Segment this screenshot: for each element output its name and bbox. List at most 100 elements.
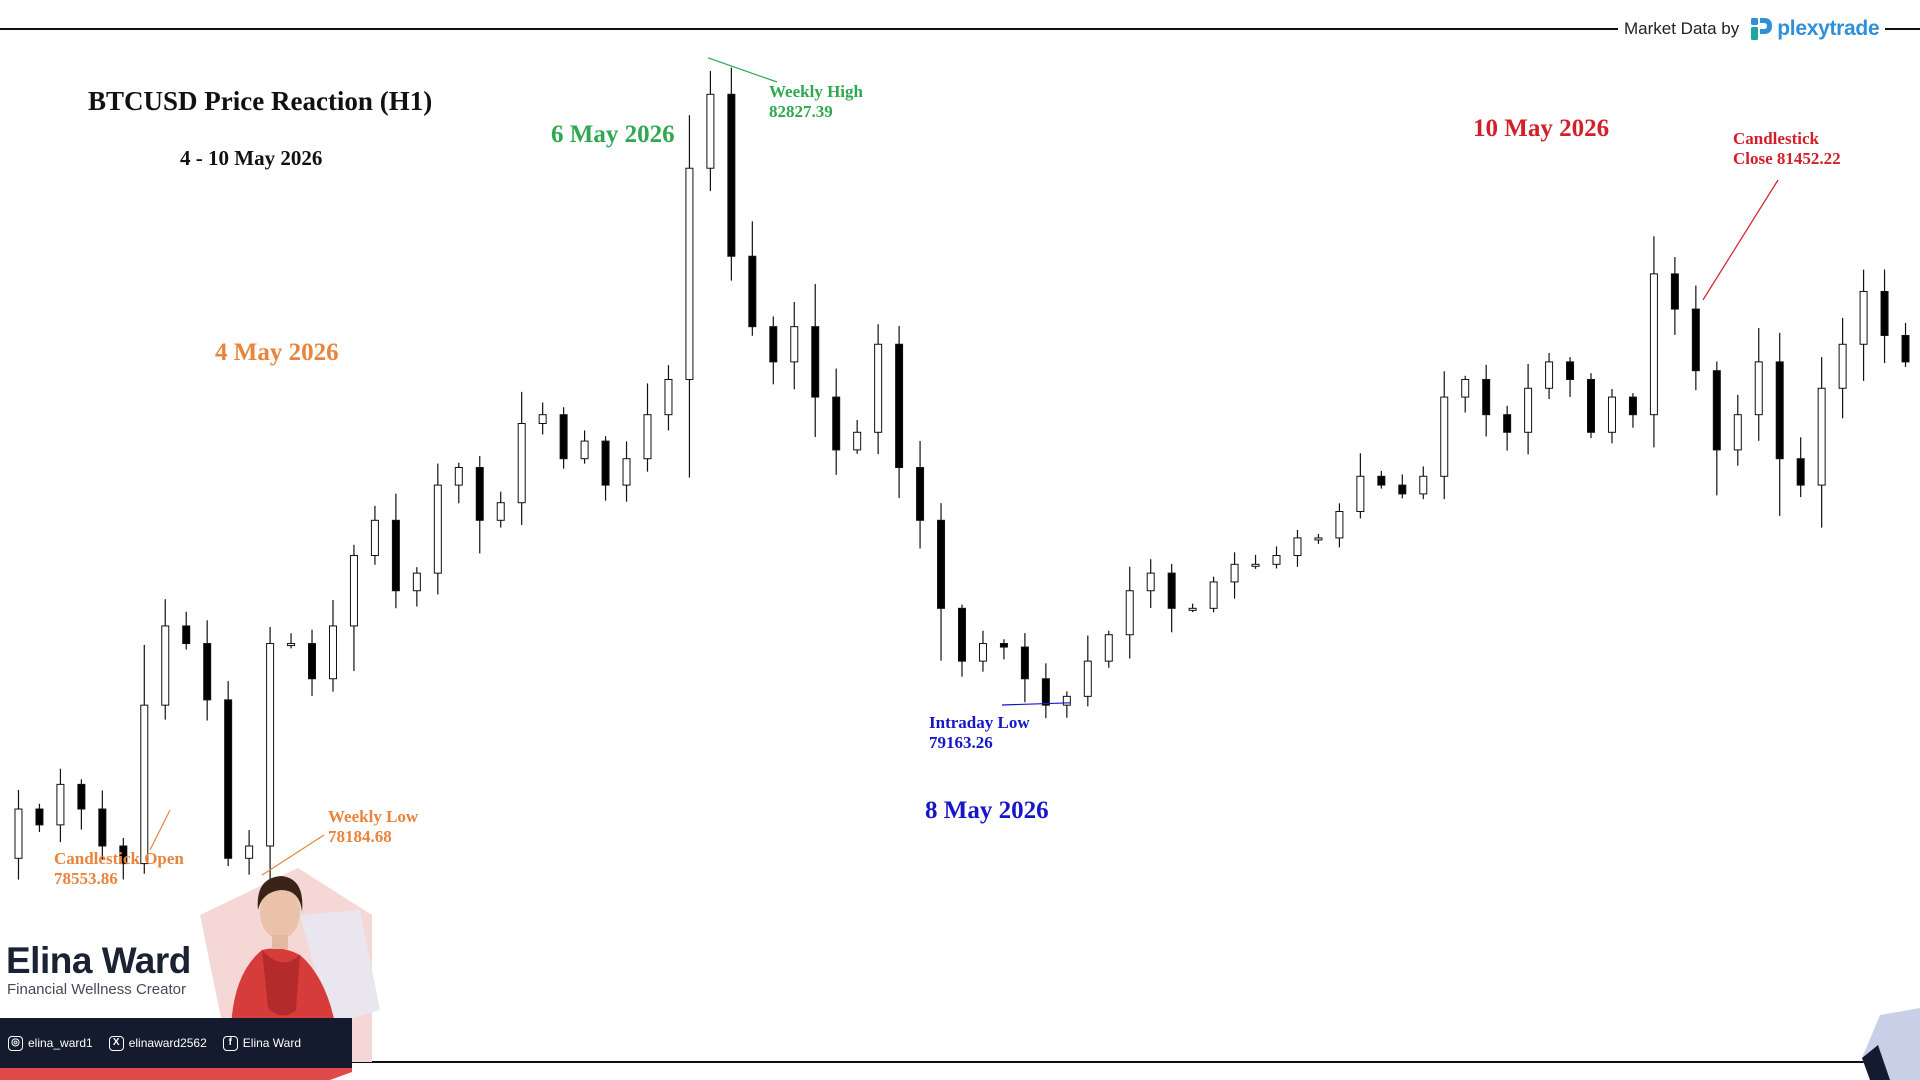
candle [1041, 663, 1050, 719]
candle [266, 626, 275, 898]
candle [308, 629, 317, 696]
candle [706, 70, 715, 192]
candle [1020, 633, 1029, 703]
candle [412, 567, 421, 607]
candle [1419, 466, 1428, 500]
chart-title: BTCUSD Price Reaction (H1) [88, 86, 432, 116]
candle [140, 644, 149, 874]
candle [874, 324, 883, 455]
candle [1104, 630, 1113, 668]
plexytrade-wordmark: plexytrade [1777, 17, 1880, 40]
annotation-candlestick-open-value: 78553.86 [54, 869, 118, 888]
candle [1125, 566, 1134, 659]
candle [1335, 503, 1344, 548]
plexytrade-brand[interactable]: plexytrade [1749, 16, 1880, 42]
candle [1754, 328, 1763, 441]
day-label-8-may: 8 May 2026 [925, 797, 1049, 824]
candle [895, 325, 904, 499]
candle [1587, 373, 1596, 439]
candle [328, 599, 337, 692]
candle [1838, 317, 1847, 419]
candle [622, 441, 631, 502]
candle [454, 462, 463, 504]
candle [1461, 375, 1470, 413]
candle [1880, 269, 1889, 364]
annotation-intraday-low-value: 79163.26 [929, 733, 993, 752]
candle [832, 368, 841, 475]
annotation-weekly-high-value: 82827.39 [769, 102, 833, 121]
creator-name: Elina Ward [6, 940, 191, 981]
annotation-leaders [149, 57, 1779, 876]
social-instagram[interactable]: ◎ elina_ward1 [8, 1035, 93, 1051]
candle [1796, 437, 1805, 498]
candle [1649, 236, 1658, 448]
candle [475, 455, 484, 554]
candle [1272, 546, 1281, 569]
candle [769, 316, 778, 385]
candle [203, 620, 212, 721]
candle [999, 639, 1008, 660]
candle [580, 430, 589, 464]
candle [790, 301, 799, 390]
candle [370, 505, 379, 565]
candle [77, 779, 86, 830]
social-facebook[interactable]: f Elina Ward [222, 1035, 301, 1051]
candle [1083, 635, 1092, 707]
candle [685, 115, 694, 478]
social-footer: ◎ elina_ward1 X elinaward2562 f Elina Wa… [0, 1018, 352, 1068]
candle [1817, 357, 1826, 528]
candle [1356, 453, 1365, 519]
instagram-icon: ◎ [8, 1035, 23, 1051]
candle [853, 419, 862, 454]
candle [1691, 285, 1700, 391]
candle [937, 503, 946, 661]
candle [1775, 332, 1784, 516]
annotation-leader-line [1702, 179, 1779, 301]
x-handle: elinaward2562 [128, 1036, 207, 1050]
annotation-leader-line [707, 57, 778, 83]
chart-subtitle: 4 - 10 May 2026 [180, 146, 322, 170]
candle [1188, 603, 1197, 613]
candle [1440, 371, 1449, 500]
candle [391, 493, 400, 609]
candle [664, 365, 673, 431]
x-icon: X [108, 1035, 124, 1051]
candle [517, 391, 526, 525]
candles-layer [14, 67, 1910, 898]
candle [601, 436, 610, 501]
candle [1712, 361, 1721, 496]
candle [1167, 563, 1176, 633]
candle [958, 604, 966, 677]
candle [811, 283, 820, 437]
corner-decoration [1862, 1008, 1920, 1080]
candle [1859, 269, 1868, 381]
annotation-weekly-low-value: 78184.68 [328, 827, 392, 846]
day-label-10-may: 10 May 2026 [1473, 115, 1609, 142]
candle [182, 611, 191, 650]
candle [748, 221, 757, 336]
candle [1733, 394, 1742, 466]
candle [1545, 352, 1554, 400]
candle [1293, 529, 1302, 567]
day-label-4-may: 4 May 2026 [215, 339, 339, 366]
candle [1670, 257, 1679, 335]
plexytrade-logo-icon [1751, 18, 1773, 40]
candle [1901, 323, 1910, 367]
candle [1503, 405, 1512, 451]
candle [98, 790, 107, 860]
annotation-candlestick-close-label: Candlestick [1733, 129, 1820, 148]
candle [1230, 552, 1239, 599]
annotation-candlestick-close-value: Close 81452.22 [1733, 149, 1841, 168]
candle [119, 837, 128, 880]
candle [538, 402, 547, 435]
instagram-handle: elina_ward1 [28, 1036, 93, 1050]
candle [161, 599, 170, 720]
annotation-leader-line [1001, 702, 1071, 706]
candle [433, 463, 442, 595]
social-x[interactable]: X elinaward2562 [108, 1035, 207, 1051]
candle [1566, 357, 1575, 397]
candle [1398, 474, 1407, 499]
annotation-leader-line [149, 809, 171, 851]
annotation-leader-line [261, 834, 325, 876]
